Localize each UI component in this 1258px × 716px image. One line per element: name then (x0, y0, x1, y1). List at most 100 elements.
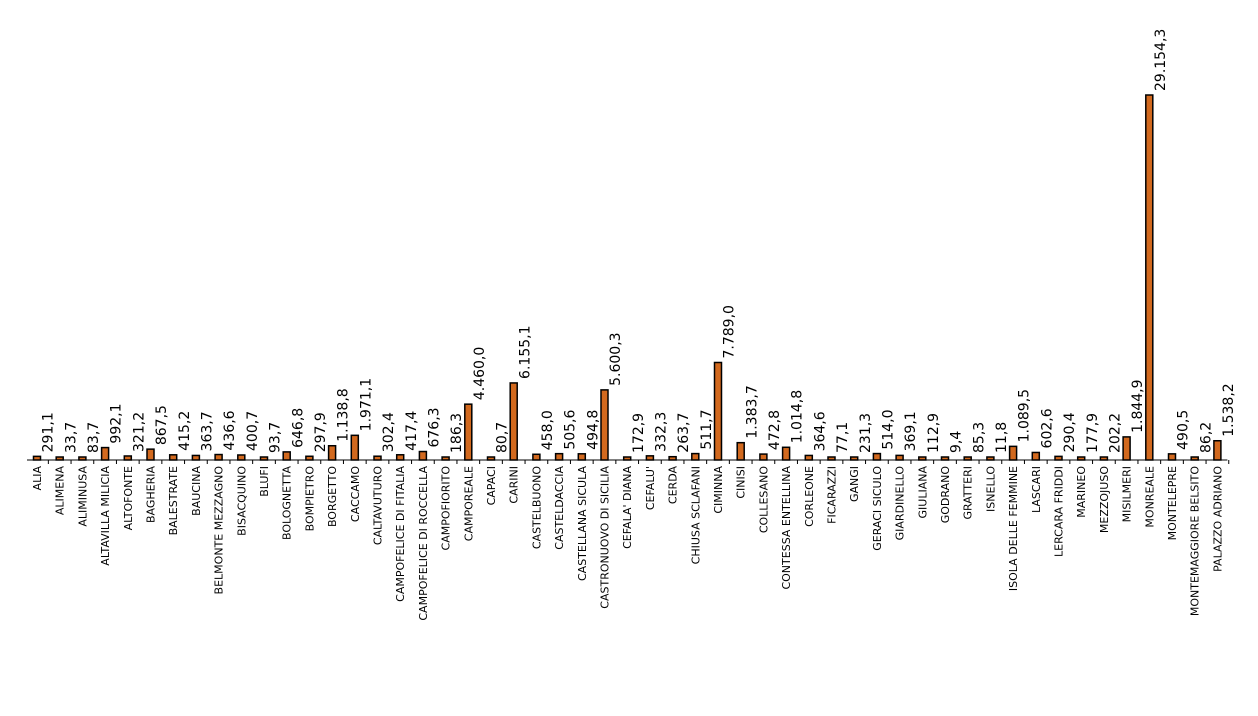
category-label: GIARDINELLO (894, 466, 907, 541)
data-label: 511,7 (699, 409, 715, 449)
bar (1031, 451, 1041, 461)
data-label: 85,3 (971, 422, 987, 453)
category-label: MONTELEPRE (1166, 466, 1179, 540)
category-label: CALTAVUTURO (372, 466, 385, 545)
category-label: ISOLA DELLE FEMMINE (1007, 466, 1020, 591)
bar (146, 448, 155, 461)
bar (554, 452, 564, 461)
category-label: BELMONTE MEZZAGNO (213, 466, 226, 595)
category-label: ALTAVILLA MILICIA (99, 466, 112, 566)
bar (373, 455, 382, 461)
data-label: 363,7 (199, 411, 215, 451)
data-label: 1.844,9 (1130, 379, 1146, 432)
bar (1213, 439, 1222, 461)
data-label: 505,6 (563, 409, 579, 449)
data-label: 11,8 (994, 422, 1010, 453)
data-label: 1.383,7 (744, 385, 760, 438)
data-label: 676,3 (426, 407, 442, 447)
data-label: 83,7 (86, 422, 102, 453)
data-label: 6.155,1 (517, 326, 533, 379)
bar (464, 403, 473, 461)
bar (350, 434, 360, 461)
data-label: 297,9 (313, 412, 329, 452)
category-label: CAPACI (485, 466, 498, 505)
data-label: 602,6 (1039, 408, 1055, 448)
category-label: CERDA (667, 466, 680, 505)
data-labels: 291,1 33,7 83,7 992,1 321,2 867,5 415,2 363,7 43… (41, 29, 1237, 453)
data-label: 1.089,5 (1017, 389, 1033, 442)
category-label: COLLESANO (757, 466, 770, 533)
category-label: GERACI SICULO (871, 466, 884, 551)
data-label: 7.789,0 (722, 305, 738, 358)
data-label: 369,1 (903, 411, 919, 451)
category-label: BOMPIETRO (303, 466, 316, 532)
data-label: 514,0 (880, 409, 896, 449)
category-label: CAMPOFIORITO (440, 466, 453, 551)
bar (418, 450, 428, 461)
category-label: LERCARA FRIDDI (1053, 466, 1066, 557)
data-label: 33,7 (63, 422, 79, 453)
bar (577, 453, 587, 461)
data-label: 202,2 (1107, 413, 1123, 453)
data-label: 417,4 (404, 411, 420, 451)
data-label: 1.971,1 (358, 378, 374, 431)
bar (327, 444, 337, 461)
category-label: CASTELDACCIA (553, 466, 566, 550)
category-label: PALAZZO ADRIANO (1211, 466, 1224, 572)
data-label: 112,9 (926, 413, 942, 453)
data-label: 490,5 (1176, 410, 1192, 450)
category-label: BAUCINA (190, 466, 203, 516)
category-label: ALIA (31, 466, 44, 491)
category-label: FICARAZZI (826, 466, 839, 524)
data-label: 29.154,3 (1153, 29, 1169, 91)
category-label: LASCARI (1030, 466, 1043, 513)
bar (395, 454, 405, 461)
data-label: 458,0 (540, 410, 556, 450)
data-label: 1.014,8 (790, 390, 806, 443)
data-label: 291,1 (41, 412, 57, 452)
data-label: 867,5 (154, 405, 170, 445)
category-label: ALIMINUSA (76, 466, 89, 527)
bar (759, 453, 768, 461)
bar (872, 452, 882, 461)
data-label: 80,7 (495, 422, 511, 453)
bar (509, 382, 518, 461)
bar (168, 454, 178, 461)
data-label: 93,7 (268, 422, 284, 453)
data-label: 177,9 (1085, 413, 1101, 453)
data-label: 263,7 (676, 413, 692, 453)
category-label: CORLEONE (803, 466, 816, 527)
category-label: CAMPOFELICE DI ROCCELLA (417, 466, 430, 621)
bar (282, 451, 291, 461)
data-label: 9,4 (949, 431, 965, 453)
category-label: MONREALE (1143, 466, 1156, 528)
data-label: 332,3 (653, 412, 669, 452)
category-label: GODRANO (939, 466, 952, 524)
data-label: 415,2 (177, 411, 193, 451)
bar (600, 389, 609, 461)
category-label: CASTELBUONO (530, 466, 543, 549)
data-label: 5.600,3 (608, 332, 624, 385)
bar (214, 453, 223, 461)
category-label: BAGHERIA (145, 466, 158, 524)
bar (1054, 455, 1063, 461)
data-label: 290,4 (1062, 412, 1078, 452)
bar (100, 446, 110, 461)
category-label: CACCAMO (349, 466, 362, 522)
category-label: BALESTRATE (167, 466, 180, 535)
category-label: CINISI (735, 466, 748, 499)
category-label: BLUFI (258, 466, 271, 497)
category-label: MEZZOJUSO (1098, 466, 1111, 533)
category-label: CASTELLANA SICULA (576, 466, 589, 581)
data-label: 992,1 (109, 403, 125, 443)
bar (123, 455, 133, 461)
bar (713, 361, 723, 461)
category-label: BISACQUINO (235, 466, 248, 536)
bar (1122, 436, 1131, 461)
category-label: BOLOGNETTA (281, 466, 294, 540)
bar (895, 454, 904, 461)
data-label: 231,3 (858, 413, 874, 453)
category-label: GIULIANA (916, 466, 929, 519)
category-label: MONTEMAGGIORE BELSITO (1189, 466, 1202, 616)
